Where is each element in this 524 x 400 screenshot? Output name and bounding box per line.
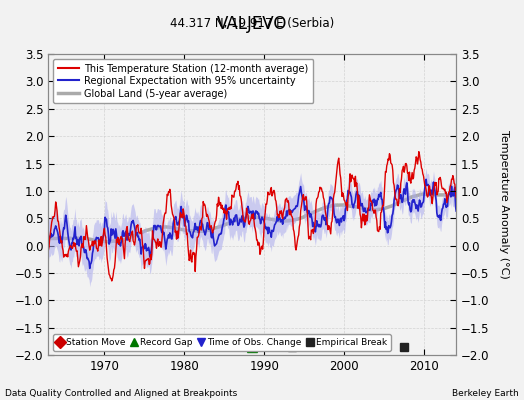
Text: Data Quality Controlled and Aligned at Breakpoints: Data Quality Controlled and Aligned at B…: [5, 389, 237, 398]
Text: 44.317 N, 19.917 E (Serbia): 44.317 N, 19.917 E (Serbia): [170, 17, 334, 30]
Legend: Station Move, Record Gap, Time of Obs. Change, Empirical Break: Station Move, Record Gap, Time of Obs. C…: [53, 334, 391, 351]
Text: Berkeley Earth: Berkeley Earth: [452, 389, 519, 398]
Title: VALJEVO: VALJEVO: [217, 15, 288, 33]
Y-axis label: Temperature Anomaly (°C): Temperature Anomaly (°C): [499, 130, 509, 279]
